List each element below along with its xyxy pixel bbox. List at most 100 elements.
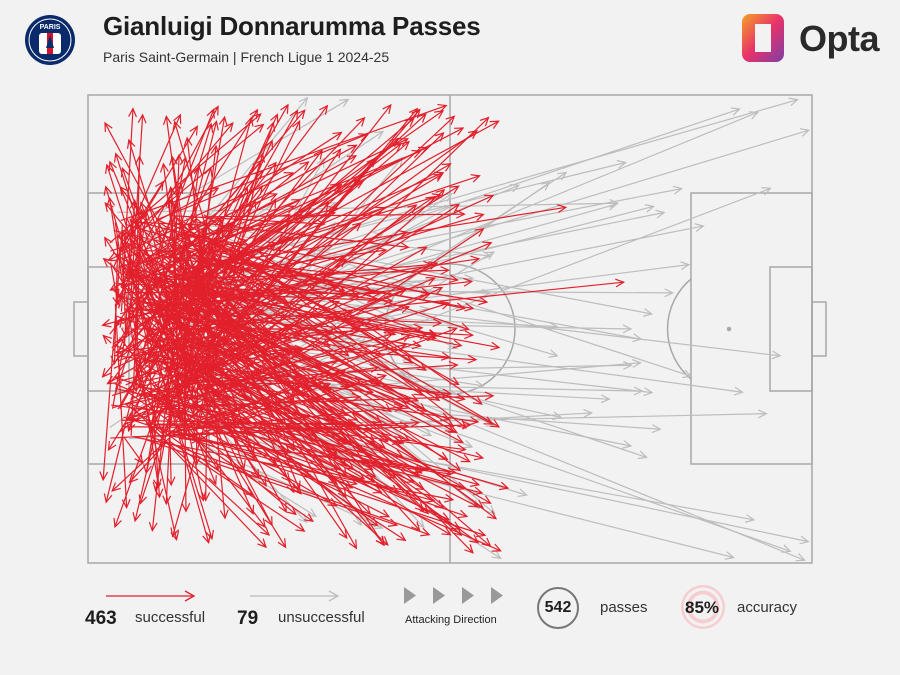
successful-pass-arrow (120, 103, 448, 222)
successful-pass-arrow (109, 232, 209, 291)
successful-pass-arrow (132, 329, 400, 494)
right-six-yard-box (769, 266, 813, 392)
successful-legend-arrow (106, 590, 196, 602)
successful-pass-arrow (123, 437, 144, 465)
successful-pass-arrow (113, 229, 374, 294)
attacking-direction-icon (404, 587, 503, 604)
successful-pass-arrow (111, 288, 339, 486)
legend: 463 successful 79 unsuccessful Attacking… (0, 570, 900, 670)
successful-pass-arrow (103, 320, 152, 504)
left-goal (73, 301, 89, 357)
successful-pass-arrow (120, 180, 164, 249)
successful-pass-arrow (145, 139, 273, 420)
successful-pass-arrow (199, 275, 455, 427)
successful-pass-arrow (169, 361, 394, 465)
successful-pass-arrow (106, 355, 155, 385)
successful-pass-arrow (99, 224, 124, 482)
brand-name: Opta (799, 18, 880, 59)
unsuccessful-label: unsuccessful (278, 609, 365, 626)
successful-pass-arrow (122, 419, 410, 431)
successful-pass-arrow (146, 330, 164, 499)
successful-pass-arrow (155, 133, 369, 221)
unsuccessful-pass-arrow (201, 318, 744, 396)
successful-pass-arrow (171, 435, 453, 478)
successful-pass-arrow (200, 371, 251, 437)
accuracy-value: 85% (685, 598, 720, 617)
chart-title: Gianluigi Donnarumma Passes (103, 11, 481, 41)
successful-pass-arrow (139, 389, 391, 518)
successful-pass-arrow (207, 149, 323, 302)
successful-pass-arrow (165, 412, 469, 519)
successful-pass-arrow (165, 284, 176, 487)
successful-pass-arrow (193, 173, 444, 324)
successful-pass-arrow (162, 260, 382, 385)
attacking-direction-label: Attacking Direction (405, 614, 497, 626)
successful-pass-arrow (183, 136, 210, 325)
accuracy-ring-icon (681, 585, 725, 629)
successful-pass-arrow (168, 440, 306, 532)
right-goal (811, 301, 827, 357)
successful-pass-arrow (172, 120, 207, 230)
successful-pass-arrow (138, 308, 443, 328)
opta-logo-icon (742, 14, 784, 62)
successful-pass-arrow (162, 115, 194, 317)
unsuccessful-pass-arrow (153, 325, 792, 553)
successful-pass-arrow (111, 427, 181, 492)
unsuccessful-pass-arrow (206, 217, 693, 379)
successful-pass-arrow (139, 266, 451, 282)
successful-pass-arrow (114, 375, 211, 412)
successful-pass-arrow (125, 161, 310, 311)
successful-count: 463 (85, 608, 117, 629)
successful-pass-arrow (102, 334, 113, 345)
successful-pass-arrow (196, 193, 442, 270)
successful-pass-arrow (196, 241, 493, 366)
successful-pass-arrow (111, 213, 291, 349)
successful-pass-arrow (113, 285, 146, 328)
successful-pass-arrow (138, 116, 366, 353)
successful-pass-arrow (121, 237, 249, 267)
successful-pass-arrow (116, 212, 485, 323)
successful-passes (99, 103, 626, 554)
right-penalty-box (690, 192, 813, 465)
successful-pass-arrow (120, 146, 429, 289)
successful-pass-arrow (178, 311, 387, 449)
successful-pass-arrow (209, 366, 347, 445)
successful-pass-arrow (170, 409, 210, 538)
successful-pass-arrow (168, 270, 498, 520)
successful-pass-arrow (120, 125, 199, 253)
successful-pass-arrow (120, 107, 137, 312)
chart-subtitle: Paris Saint-Germain | French Ligue 1 202… (103, 49, 390, 65)
successful-pass-arrow (132, 407, 267, 549)
successful-pass-arrow (120, 167, 207, 403)
successful-label: successful (135, 609, 206, 626)
successful-pass-arrow (179, 359, 189, 439)
club-crest-icon: PARIS (25, 15, 75, 65)
penalty-spot (726, 326, 732, 332)
successful-pass-arrow (156, 391, 495, 408)
successful-pass-arrow (178, 308, 354, 332)
successful-pass-arrow (172, 361, 459, 385)
successful-pass-arrow (196, 425, 338, 507)
successful-pass-arrow (153, 253, 475, 312)
successful-pass-arrow (114, 303, 131, 509)
passes-label: passes (600, 599, 648, 616)
unsuccessful-count: 79 (237, 608, 259, 629)
unsuccessful-legend-arrow (250, 590, 340, 602)
successful-pass-arrow (134, 368, 165, 436)
successful-pass-arrow (208, 409, 451, 521)
successful-pass-arrow (158, 314, 411, 442)
successful-pass-arrow (191, 254, 489, 306)
successful-pass-arrow (171, 239, 295, 452)
successful-pass-arrow (201, 203, 461, 374)
right-penalty-arc (666, 278, 692, 380)
successful-pass-arrow (195, 247, 501, 428)
successful-pass-arrow (204, 338, 492, 504)
successful-pass-arrow (126, 357, 341, 405)
successful-pass-arrow (101, 269, 194, 378)
successful-pass-arrow (125, 390, 314, 523)
unsuccessful-pass-arrow (184, 204, 655, 328)
successful-pass-arrow (158, 342, 408, 406)
unsuccessful-pass-arrow (183, 418, 735, 560)
successful-pass-arrow (139, 277, 474, 320)
